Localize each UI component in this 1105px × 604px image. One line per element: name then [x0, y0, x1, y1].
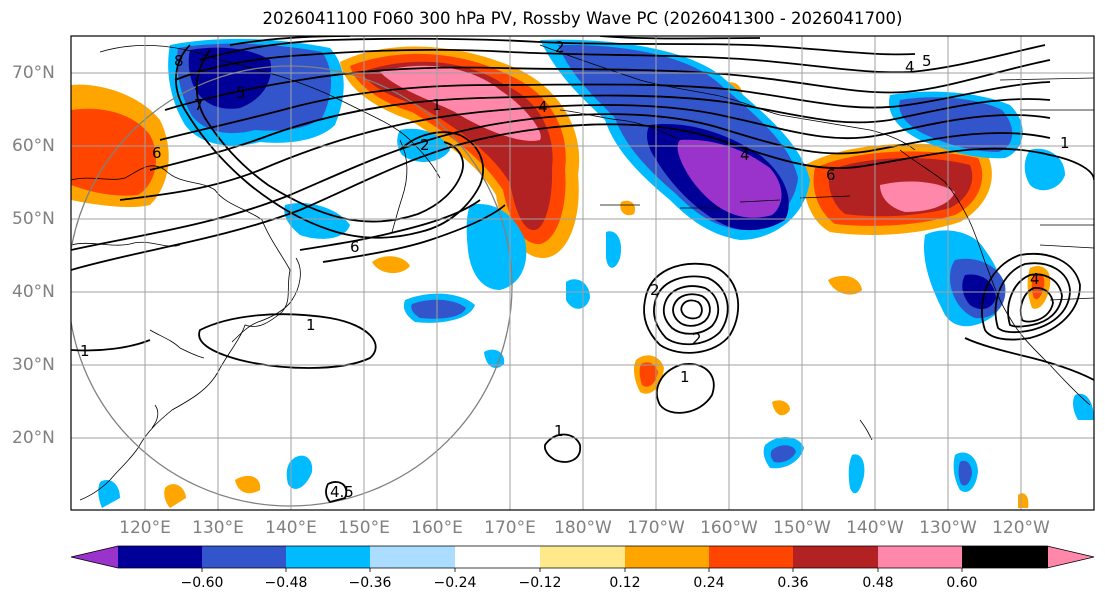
lon-label: 140°E [265, 518, 317, 538]
colorbar-label: 0.48 [862, 575, 894, 591]
colorbar-segment [793, 546, 879, 568]
colorbar-outline [70, 545, 1095, 569]
negative-anomaly-westcoast [924, 230, 1006, 327]
lon-label: 160°W [700, 518, 758, 538]
lat-label: 60°N [12, 136, 55, 156]
colorbar-label: −0.48 [264, 575, 308, 591]
colorbar-label: 0.36 [777, 575, 809, 591]
colorbar-segment [118, 546, 203, 568]
lon-label: 150°W [773, 518, 831, 538]
negative-anomaly-aleutians [540, 39, 810, 240]
colorbar-label: −0.60 [180, 575, 224, 591]
contour-label: 8 [174, 52, 184, 70]
contour-label: 6 [152, 144, 162, 162]
negative-anomaly-small [98, 231, 1094, 508]
contour-label: 6 [350, 238, 360, 256]
colorbar-extend-low [71, 546, 118, 568]
colorbar-label: −0.36 [348, 575, 392, 591]
lon-label: 160°E [411, 518, 463, 538]
colorbar-label: 0.12 [609, 575, 641, 591]
colorbar-label: −0.12 [518, 575, 562, 591]
contour-label: 1 [80, 342, 90, 360]
lat-label: 20°N [12, 428, 55, 448]
pv-contours [71, 36, 1094, 504]
contour-label: 1 [432, 96, 442, 114]
colorbar-segment [625, 546, 710, 568]
colorbar [70, 545, 1095, 572]
lon-label: 170°W [627, 518, 685, 538]
lon-label: 130°E [192, 518, 244, 538]
contour-label: 2 [555, 38, 565, 56]
coastlines [71, 44, 1094, 501]
lon-label: 180°W [554, 518, 612, 538]
colorbar-ticks [201, 568, 963, 572]
colorbar-segment [286, 546, 371, 568]
colorbar-segment [370, 546, 456, 568]
negative-anomaly-bering [889, 91, 1065, 191]
lat-label: 30°N [12, 355, 55, 375]
colorbar-segment [878, 546, 963, 568]
lon-label: 170°E [484, 518, 536, 538]
colorbar-label: 0.24 [693, 575, 725, 591]
contour-label: 1 [554, 422, 564, 440]
contour-label: 2 [650, 281, 660, 299]
plot-title: 2026041100 F060 300 hPa PV, Rossby Wave … [262, 9, 903, 28]
colorbar-segment [540, 546, 626, 568]
positive-anomaly-gulf-alaska [803, 143, 992, 235]
contour-label: 2 [420, 136, 430, 154]
contour-label: 1 [1060, 134, 1070, 152]
contour-label: 4.5 [330, 483, 354, 501]
lon-label: 130°W [919, 518, 977, 538]
map-frame [70, 35, 1095, 511]
graticule [71, 36, 1094, 510]
contour-label: 4 [538, 98, 548, 116]
contour-label-group: 8 7 6 5 4 2 1 2 4 6 6 5 4 1 1 1 2 1 4.5 … [80, 38, 1070, 501]
contour-label: 1 [680, 368, 690, 386]
contour-label: 4 [1030, 270, 1040, 288]
lat-label: 70°N [12, 63, 55, 83]
colorbar-segment [202, 546, 287, 568]
contour-label: 2 [692, 330, 702, 348]
rossby-circle [71, 65, 513, 507]
lon-label: 150°E [338, 518, 390, 538]
colorbar-segment [962, 546, 1048, 568]
contour-label: 5 [922, 52, 932, 70]
contour-label: 4 [905, 58, 915, 76]
contour-label: 6 [826, 166, 836, 184]
lat-label: 40°N [12, 282, 55, 302]
colorbar-label: 0.60 [946, 575, 978, 591]
contour-label: 4 [740, 146, 750, 164]
lon-label: 120°W [992, 518, 1050, 538]
pv-anomaly-fill [71, 38, 1094, 508]
lon-label: 120°E [119, 518, 171, 538]
colorbar-extend-high [1047, 546, 1094, 568]
colorbar-segment [709, 546, 794, 568]
contour-label: 5 [236, 84, 246, 102]
lat-label: 50°N [12, 209, 55, 229]
contour-label: 1 [306, 316, 316, 334]
colorbar-segment [455, 546, 541, 568]
lon-label: 140°W [846, 518, 904, 538]
contour-label: 7 [194, 96, 204, 114]
colorbar-label: −0.24 [433, 575, 477, 591]
